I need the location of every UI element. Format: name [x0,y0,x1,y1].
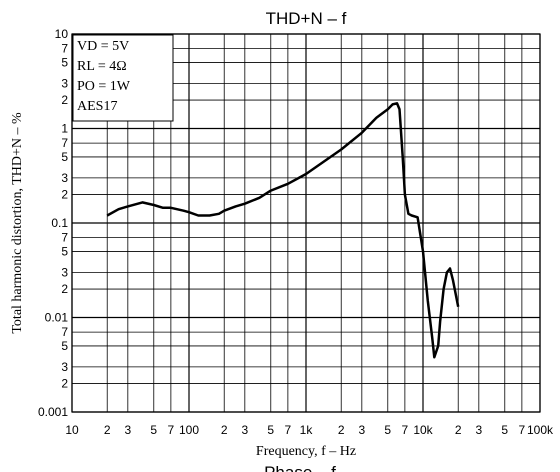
x-tick-label: 2 [221,423,228,437]
x-tick-label: 1k [300,423,314,437]
y-tick-label: 0.01 [45,311,69,325]
annotation: AES17 [77,99,117,114]
y-tick-label: 0.1 [51,216,68,230]
y-tick-label: 2 [61,282,68,296]
x-tick-label: 5 [267,423,274,437]
x-tick-label: 7 [285,423,292,437]
y-tick-label: 7 [61,136,68,150]
y-tick-label: 2 [61,377,68,391]
y-tick-label: 0.001 [38,405,68,419]
y-tick-label: 5 [61,150,68,164]
y-tick-label: 5 [61,339,68,353]
y-tick-label: 5 [61,244,68,258]
x-tick-label: 3 [475,423,482,437]
x-tick-label: 3 [358,423,365,437]
y-tick-label: 3 [61,76,68,90]
x-tick-label: 2 [104,423,111,437]
x-tick-label: 10k [413,423,433,437]
y-tick-label: 3 [61,265,68,279]
y-tick-label: 5 [61,55,68,69]
x-tick-label: 3 [241,423,248,437]
y-tick-label: 7 [61,325,68,339]
x-tick-label: 10 [65,423,79,437]
y-tick-label: 10 [55,27,69,41]
x-tick-label: 7 [168,423,175,437]
x-axis-label: Frequency, f – Hz [256,444,356,459]
y-tick-label: 7 [61,231,68,245]
y-axis-label: Total harmonic distortion, THD+N – % [10,112,25,334]
annotation: RL = 4Ω [77,59,127,74]
x-tick-label: 7 [519,423,526,437]
chart-title: THD+N – f [266,9,347,28]
y-tick-label: 3 [61,360,68,374]
y-tick-label: 1 [61,122,68,136]
y-tick-label: 2 [61,188,68,202]
y-tick-label: 7 [61,42,68,56]
footer-text: Phase – f [264,463,336,472]
plot-frame [71,33,541,413]
y-tick-label: 3 [61,171,68,185]
annotation: PO = 1W [77,79,131,94]
x-tick-label: 5 [501,423,508,437]
x-tick-label: 2 [455,423,462,437]
x-tick-label: 5 [384,423,391,437]
x-tick-label: 3 [124,423,131,437]
x-tick-label: 7 [402,423,409,437]
data-line [106,102,460,359]
x-tick-label: 2 [338,423,345,437]
y-tick-label: 2 [61,93,68,107]
x-tick-label: 5 [150,423,157,437]
legend-box [72,34,174,122]
annotation: VD = 5V [77,39,129,54]
x-tick-label: 100k [527,423,554,437]
x-tick-label: 100 [179,423,199,437]
